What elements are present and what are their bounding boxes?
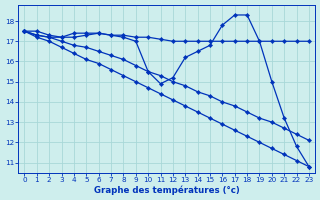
X-axis label: Graphe des températures (°c): Graphe des températures (°c): [94, 186, 240, 195]
